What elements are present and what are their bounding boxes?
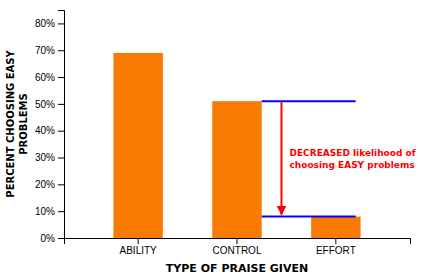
y-tick: 70% <box>35 45 64 56</box>
x-tick-label: ABILITY <box>120 245 158 256</box>
y-tick-label: 40% <box>35 125 55 136</box>
bar <box>212 101 261 238</box>
y-tick-label: 70% <box>35 45 55 56</box>
annotation-text-line: choosing EASY problems <box>289 159 414 169</box>
y-tick: 50% <box>35 99 64 110</box>
y-tick-label: 10% <box>35 206 55 217</box>
y-axis-title: PERCENT CHOOSING EASYPROBLEMS <box>5 50 29 198</box>
x-tick-mark <box>237 238 238 244</box>
bracket-line <box>262 100 356 102</box>
x-axis-title: TYPE OF PRAISE GIVEN <box>166 262 308 275</box>
y-tick-mark <box>58 158 64 159</box>
y-tick: 10% <box>35 206 64 217</box>
y-tick-mark <box>58 104 64 105</box>
y-axis-title-line: PROBLEMS <box>18 93 29 155</box>
bars <box>113 53 360 238</box>
x-axis: ABILITY CONTROL EFFORT <box>65 238 411 256</box>
bracket-line <box>262 216 356 218</box>
y-tick-mark <box>58 23 64 24</box>
arrow <box>280 101 282 214</box>
y-tick-mark <box>58 50 64 51</box>
y-axis-title-line: PERCENT CHOOSING EASY <box>5 50 16 198</box>
y-tick-label: 30% <box>35 152 55 163</box>
y-axis-line <box>58 11 65 239</box>
x-tick: CONTROL <box>213 238 262 256</box>
chart: 0% 10% 20% 30% 40% 50% 60% 70% 80% ABILITY CONTROL… <box>0 0 422 278</box>
y-axis: 0% 10% 20% 30% 40% 50% 60% 70% 80% <box>35 11 65 244</box>
bar <box>113 53 162 238</box>
x-axis-line <box>65 239 411 245</box>
x-tick: EFFORT <box>316 238 356 256</box>
y-tick-label: 20% <box>35 179 55 190</box>
y-tick-mark <box>58 77 64 78</box>
x-tick: ABILITY <box>120 238 158 256</box>
y-tick-mark <box>58 211 64 212</box>
y-tick-mark <box>58 131 64 132</box>
y-tick: 30% <box>35 152 64 163</box>
plot: 0% 10% 20% 30% 40% 50% 60% 70% 80% ABILITY CONTROL… <box>35 11 416 257</box>
y-tick-label: 50% <box>35 99 55 110</box>
x-tick-mark <box>138 238 139 244</box>
y-tick: 20% <box>35 179 64 190</box>
y-tick-mark <box>58 184 64 185</box>
y-tick-label: 0% <box>41 233 56 244</box>
annotation-text: DECREASED likelihood of choosing EASY pro… <box>289 147 415 169</box>
y-tick: 60% <box>35 72 64 83</box>
y-tick: 80% <box>35 18 64 29</box>
bar <box>311 217 360 238</box>
y-tick-label: 60% <box>35 72 55 83</box>
y-tick-label: 80% <box>35 18 55 29</box>
x-tick-label: CONTROL <box>213 245 262 256</box>
x-tick-mark <box>335 238 336 244</box>
x-tick-label: EFFORT <box>316 245 356 256</box>
y-tick: 40% <box>35 125 64 136</box>
y-tick: 0% <box>41 233 64 244</box>
y-tick-mark <box>58 238 64 239</box>
annotation: DECREASED likelihood of choosing EASY pro… <box>262 101 416 216</box>
annotation-text-line: DECREASED likelihood of <box>289 147 415 157</box>
